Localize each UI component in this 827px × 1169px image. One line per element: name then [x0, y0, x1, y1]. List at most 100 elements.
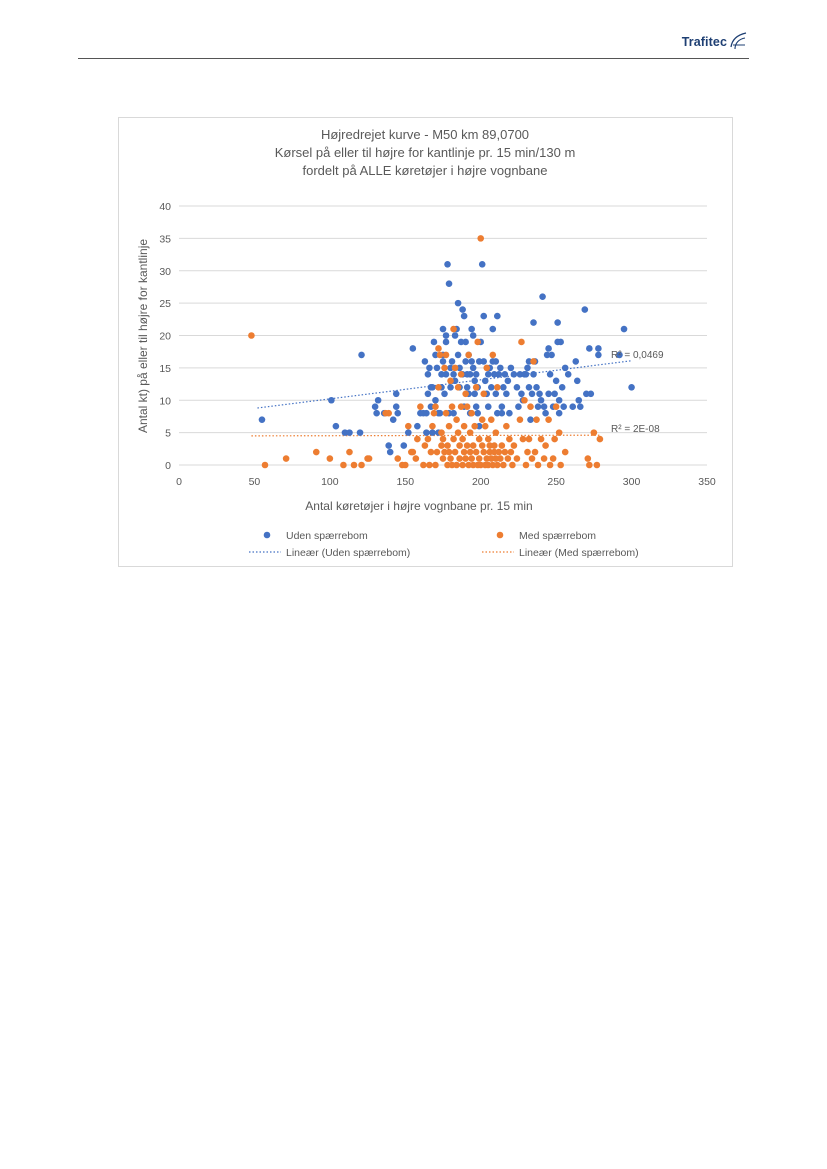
- data-point: [472, 448, 480, 456]
- data-point: [486, 442, 494, 449]
- data-point: [466, 371, 474, 378]
- data-point: [326, 455, 334, 462]
- data-point: [522, 371, 530, 378]
- data-point: [510, 371, 518, 378]
- data-point: [444, 461, 451, 469]
- data-point: [442, 409, 450, 417]
- data-point: [536, 390, 543, 398]
- data-point: [439, 325, 447, 333]
- data-point: [487, 384, 495, 391]
- data-point: [424, 390, 432, 398]
- data-point: [489, 325, 497, 333]
- data-point: [557, 338, 564, 346]
- data-point: [513, 455, 521, 462]
- data-point: [555, 396, 563, 404]
- data-point: [459, 461, 466, 469]
- data-point: [441, 390, 448, 398]
- data-point: [462, 455, 469, 462]
- data-point: [312, 448, 320, 456]
- data-point: [518, 338, 525, 346]
- data-point: [490, 371, 498, 378]
- data-point: [620, 325, 628, 333]
- header-rule: [78, 58, 749, 59]
- data-point: [480, 390, 488, 398]
- legend-marker: [263, 531, 271, 539]
- data-point: [486, 448, 494, 456]
- data-point: [475, 435, 483, 443]
- data-point: [539, 293, 546, 300]
- data-point: [340, 461, 347, 469]
- data-point: [469, 442, 477, 449]
- data-point: [494, 384, 501, 391]
- data-point: [332, 422, 340, 430]
- data-point: [426, 364, 433, 372]
- x-tick-label: 250: [547, 476, 565, 488]
- data-point: [480, 448, 488, 456]
- y-tick-label: 30: [159, 266, 171, 278]
- data-point: [530, 371, 537, 378]
- data-point: [504, 455, 512, 462]
- data-point: [429, 422, 436, 430]
- data-point: [545, 345, 552, 352]
- data-point: [507, 364, 515, 372]
- data-point: [521, 396, 528, 404]
- data-point: [462, 338, 469, 346]
- data-point: [358, 351, 365, 359]
- data-point: [468, 325, 475, 333]
- data-point: [450, 435, 457, 443]
- data-point: [483, 364, 491, 372]
- data-point: [586, 461, 593, 469]
- data-point: [489, 351, 497, 359]
- data-point: [584, 455, 592, 462]
- data-point: [463, 403, 471, 411]
- r2-labels: R² = 0,0469 R² = 2E-08: [611, 350, 664, 435]
- data-point: [558, 384, 566, 391]
- x-tick-label: 0: [176, 476, 182, 488]
- data-point: [450, 325, 457, 333]
- data-point: [469, 364, 477, 372]
- data-point: [385, 409, 392, 417]
- data-point: [442, 332, 450, 339]
- data-point: [432, 396, 439, 404]
- data-point: [373, 409, 380, 417]
- data-point: [328, 396, 335, 404]
- data-point: [490, 448, 498, 456]
- data-point: [282, 455, 290, 462]
- data-point: [534, 461, 542, 469]
- data-point: [487, 416, 495, 423]
- x-tick-label: 100: [321, 476, 339, 488]
- data-point: [385, 442, 392, 449]
- data-point: [447, 364, 454, 372]
- data-point: [405, 422, 412, 430]
- data-point: [518, 390, 525, 398]
- data-point: [509, 461, 516, 469]
- data-point: [430, 409, 438, 417]
- data-point: [442, 351, 450, 359]
- data-point: [456, 442, 463, 449]
- data-point: [346, 429, 353, 436]
- r2-label: R² = 2E-08: [611, 424, 660, 435]
- data-point: [503, 422, 510, 430]
- data-point: [424, 435, 432, 443]
- data-point: [527, 416, 534, 423]
- data-point: [483, 455, 491, 462]
- data-point: [497, 455, 504, 462]
- data-point: [471, 390, 478, 398]
- data-point: [423, 409, 430, 417]
- data-point: [525, 384, 533, 391]
- data-point: [430, 338, 438, 346]
- data-point: [478, 416, 486, 423]
- data-point: [576, 403, 584, 411]
- data-point: [531, 448, 539, 456]
- data-point: [628, 384, 635, 391]
- data-point: [468, 455, 475, 462]
- data-point: [414, 435, 421, 443]
- data-point: [261, 461, 269, 469]
- data-point: [468, 409, 475, 417]
- data-point: [429, 384, 436, 391]
- data-point: [475, 422, 483, 430]
- data-point: [552, 377, 560, 385]
- data-point: [456, 364, 463, 372]
- brand-name: Trafitec: [681, 35, 727, 49]
- data-point: [543, 351, 551, 359]
